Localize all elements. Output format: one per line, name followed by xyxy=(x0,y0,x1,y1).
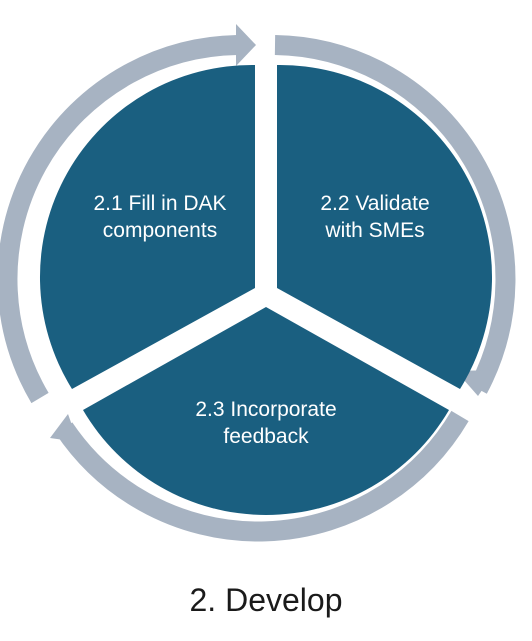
ring-arrow-3 xyxy=(55,410,469,542)
segment-3 xyxy=(83,307,449,515)
segment-1-label: 2.1 Fill in DAK components xyxy=(93,192,227,242)
ring-arrow-1 xyxy=(0,35,238,404)
segment-3-label: 2.3 Incorporate feedback xyxy=(195,398,337,448)
ring-arrowhead-3 xyxy=(50,414,78,442)
ring-arrowhead-1 xyxy=(236,24,256,66)
segment-1 xyxy=(39,64,255,390)
diagram-caption: 2. Develop xyxy=(189,582,343,618)
segment-2-label: 2.2 Validate with SMEs xyxy=(320,192,430,242)
segment-2 xyxy=(277,64,493,390)
cycle-graphic xyxy=(0,24,516,542)
ring-arrow-2 xyxy=(274,35,516,394)
